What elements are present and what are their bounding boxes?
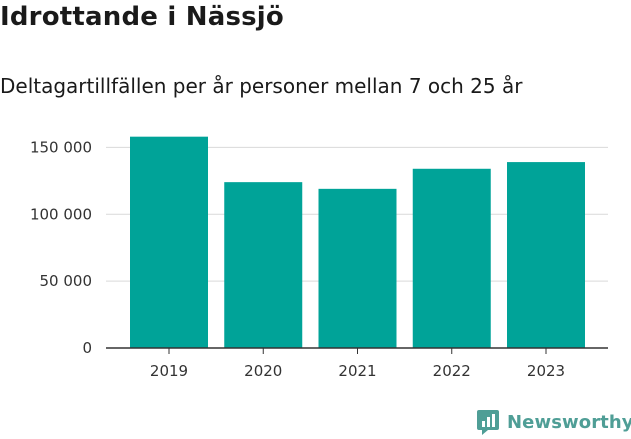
y-tick-label: 50 000: [40, 272, 93, 290]
x-axis-ticks: 2019 2020 2021 2022 2023: [150, 348, 565, 380]
x-tick-label: 2021: [338, 362, 376, 380]
bars: [130, 136, 585, 348]
x-tick-label: 2022: [433, 362, 471, 380]
y-axis-ticks: 0 50 000 100 000 150 000: [30, 138, 92, 357]
x-tick-label: 2023: [527, 362, 565, 380]
y-tick-label: 150 000: [30, 138, 92, 156]
brand: Newsworthy: [476, 407, 631, 437]
chart-subtitle: Deltagartillfällen per år personer mella…: [0, 74, 523, 98]
chart-title: Idrottande i Nässjö: [0, 2, 284, 32]
newsworthy-logo-icon: [477, 410, 499, 435]
bar: [412, 168, 491, 348]
x-tick-label: 2019: [150, 362, 188, 380]
bar: [318, 188, 397, 348]
bar: [130, 136, 208, 348]
bar: [507, 162, 585, 348]
x-tick-label: 2020: [244, 362, 282, 380]
y-tick-label: 100 000: [30, 205, 92, 223]
y-tick-label: 0: [82, 339, 92, 357]
bar: [224, 182, 303, 348]
brand-name: Newsworthy: [507, 411, 631, 433]
